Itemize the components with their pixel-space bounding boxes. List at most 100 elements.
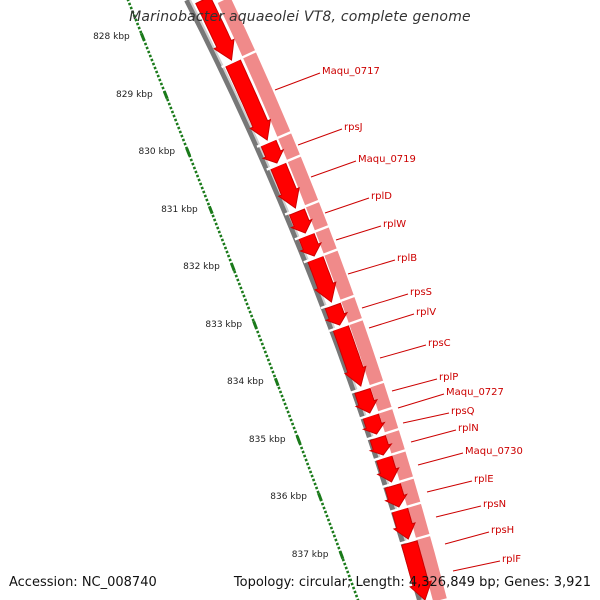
scale-dot <box>301 450 305 454</box>
scale-dot <box>284 406 289 410</box>
gene-arrow[interactable] <box>401 540 433 600</box>
gene-label[interactable]: rpsH <box>491 525 514 536</box>
scale-dot <box>353 590 357 594</box>
gene-separator <box>303 245 346 264</box>
scale-dot <box>213 218 217 222</box>
scale-dot <box>167 102 171 106</box>
gene-separator <box>358 403 402 420</box>
gene-separator <box>284 196 327 216</box>
gene-label[interactable]: rpsN <box>483 499 506 510</box>
tick-mark <box>317 492 323 502</box>
gene-arrow[interactable] <box>307 255 337 303</box>
scale-dot <box>351 586 356 590</box>
gene-leader-line <box>417 452 464 466</box>
gene-label[interactable]: rpsS <box>410 287 432 298</box>
gene-leader-line <box>435 505 482 518</box>
scale-dot <box>233 270 237 274</box>
scale-dot <box>228 258 232 262</box>
gene-arrow[interactable] <box>324 302 349 326</box>
scale-dot <box>237 282 242 286</box>
scale-dot <box>278 390 283 394</box>
gene-label[interactable]: rplW <box>383 219 406 230</box>
scale-dot <box>280 394 284 398</box>
scale-dot <box>268 362 272 366</box>
tick-label: 835 kbp <box>249 435 286 445</box>
gene-label[interactable]: rplP <box>439 372 458 383</box>
scale-dot <box>156 74 160 78</box>
tick-mark <box>162 90 169 100</box>
scale-dot <box>126 0 130 2</box>
gene-arrow[interactable] <box>288 208 313 234</box>
scale-dot <box>145 46 149 50</box>
gene-label[interactable]: Maqu_0717 <box>322 66 380 77</box>
scale-dot <box>335 542 340 546</box>
scale-dot <box>266 358 271 362</box>
gene-arrow[interactable] <box>298 232 323 257</box>
scale-dot <box>326 518 331 522</box>
feature-band <box>217 0 447 600</box>
gene-arrow[interactable] <box>368 434 393 456</box>
gene-leader-line <box>324 197 370 214</box>
tick-mark <box>295 435 302 445</box>
scale-dot <box>135 22 140 26</box>
gene-label[interactable]: rpsC <box>428 338 451 349</box>
gene-leader-line <box>379 344 427 359</box>
gene-arrow[interactable] <box>195 0 235 61</box>
gene-arrow[interactable] <box>225 58 272 141</box>
gene-separator <box>380 473 424 489</box>
gene-arrow[interactable] <box>391 507 416 540</box>
gene-leader-line <box>397 393 445 409</box>
gene-label[interactable]: Maqu_0719 <box>358 154 416 165</box>
gene-label[interactable]: rplE <box>474 474 494 485</box>
scale-dot <box>304 458 308 462</box>
gene-label[interactable]: rplN <box>458 423 479 434</box>
scale-dot <box>346 570 350 574</box>
scale-dot <box>292 426 296 430</box>
scale-dot <box>356 598 360 600</box>
gene-arrow[interactable] <box>270 162 300 209</box>
gene-label[interactable]: rplV <box>416 307 436 318</box>
scale-dot <box>302 454 307 458</box>
scale-dot <box>158 78 162 82</box>
gene-arrow[interactable] <box>332 324 367 387</box>
scale-dot <box>320 502 325 506</box>
gene-leader-line <box>361 293 409 309</box>
gene-arrow[interactable] <box>361 412 386 435</box>
scale-dot <box>248 310 252 314</box>
scale-dot <box>293 430 298 434</box>
gene-label[interactable]: Maqu_0730 <box>465 446 523 457</box>
tick-label: 834 kbp <box>227 377 264 387</box>
scale-dot <box>262 346 266 350</box>
tick-mark <box>185 147 192 157</box>
gene-label[interactable]: Maqu_0727 <box>446 387 504 398</box>
scale-dot <box>161 86 165 90</box>
scale-dot <box>347 574 351 578</box>
gene-arrow[interactable] <box>354 387 379 414</box>
gene-arrow[interactable] <box>375 454 400 483</box>
gene-label[interactable]: rpsJ <box>344 122 363 133</box>
scale-dot <box>155 70 159 74</box>
tick-mark <box>229 262 236 272</box>
gene-leader-line <box>426 480 473 493</box>
scale-dot <box>169 106 173 110</box>
gene-leader-line <box>452 560 501 572</box>
gene-label[interactable]: rplD <box>371 191 392 202</box>
scale-dot <box>200 186 204 190</box>
gene-separators <box>221 47 440 546</box>
gene-label[interactable]: rpsQ <box>451 406 475 417</box>
scale-dot <box>147 50 151 54</box>
scale-dot <box>349 578 353 582</box>
gene-separator <box>256 128 298 148</box>
gene-arrow[interactable] <box>384 483 408 508</box>
scale-dot <box>197 178 201 182</box>
scale-dot <box>343 562 347 566</box>
scale-dot <box>129 6 133 10</box>
gene-label[interactable]: rplF <box>502 554 521 565</box>
gene-arrow[interactable] <box>260 139 285 164</box>
scale-dot <box>299 446 304 450</box>
gene-label[interactable]: rplB <box>397 253 417 264</box>
scale-dot <box>263 350 267 354</box>
scale-dot <box>242 294 246 298</box>
scale-dot <box>249 314 254 318</box>
